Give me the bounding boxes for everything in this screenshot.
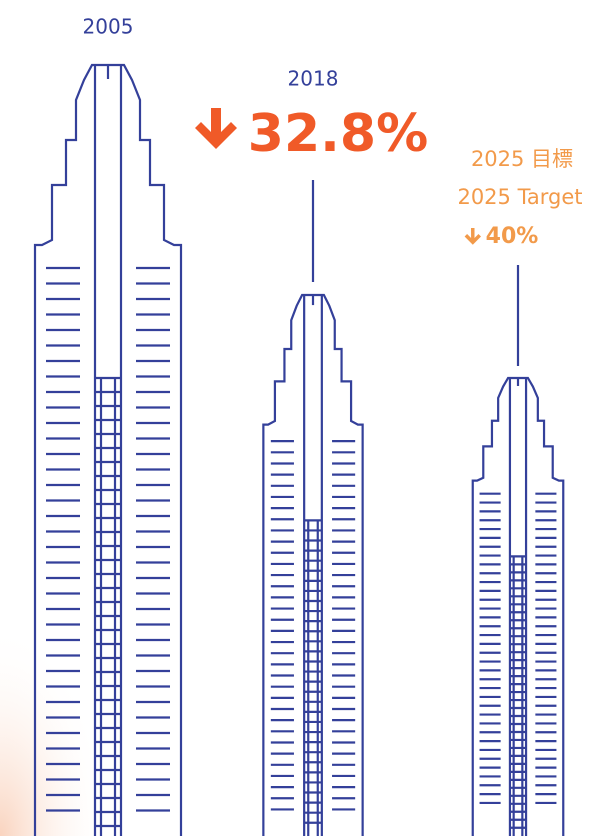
target-label-en: 2025 Target	[457, 185, 582, 209]
down-arrow-icon	[195, 108, 237, 149]
down-arrow-icon	[464, 228, 481, 245]
year-label: 2005	[83, 15, 134, 39]
year-label: 2018	[288, 67, 339, 91]
buildings	[33, 63, 565, 836]
change-label: 32.8%	[248, 104, 428, 164]
target-label-zh: 2025 目標	[471, 147, 573, 171]
change-label: 40%	[486, 224, 539, 249]
